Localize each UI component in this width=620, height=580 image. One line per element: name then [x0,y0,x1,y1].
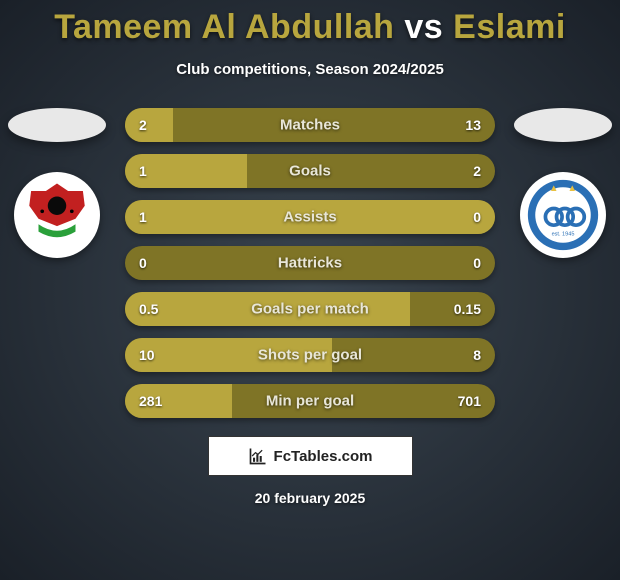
right-ellipse [514,108,612,142]
stat-bar: 10 Shots per goal 8 [125,338,495,372]
stat-label: Goals [289,163,331,180]
stat-bar: 2 Matches 13 [125,108,495,142]
stat-value-right: 0 [473,255,481,271]
right-side: est. 1945 [513,108,613,258]
stat-value-left: 0 [139,255,147,271]
player1-name: Tameem Al Abdullah [54,8,394,46]
stat-label: Matches [280,117,340,134]
stat-label: Assists [283,209,336,226]
stat-value-left: 0.5 [139,301,158,317]
footer-site-box[interactable]: FcTables.com [208,436,413,476]
left-side [7,108,107,258]
stat-bar: 1 Assists 0 [125,200,495,234]
left-ellipse [8,108,106,142]
svg-text:est. 1945: est. 1945 [552,231,575,237]
stat-bars: 2 Matches 13 1 Goals 2 1 Assists 0 0 Hattricks 0 0.5… [125,108,495,418]
stat-value-right: 13 [465,117,481,133]
stat-bar: 281 Min per goal 701 [125,384,495,418]
content-area: 2 Matches 13 1 Goals 2 1 Assists 0 0 Hattricks 0 0.5… [0,108,620,418]
footer-site-label: FcTables.com [274,448,373,465]
stat-value-left: 2 [139,117,147,133]
stat-value-right: 8 [473,347,481,363]
right-crest-svg: est. 1945 [526,178,600,252]
stat-label: Min per goal [266,393,354,410]
subtitle: Club competitions, Season 2024/2025 [0,61,620,78]
date-label: 20 february 2025 [0,490,620,506]
bar-fill-left [125,108,173,142]
left-crest-svg [20,178,94,252]
stat-value-left: 281 [139,393,162,409]
stat-value-right: 2 [473,163,481,179]
right-crest: est. 1945 [520,172,606,258]
stat-label: Hattricks [278,255,342,272]
chart-icon [248,446,268,466]
left-crest [14,172,100,258]
player2-name: Eslami [453,8,566,46]
stat-bar: 0 Hattricks 0 [125,246,495,280]
stat-bar: 1 Goals 2 [125,154,495,188]
stat-value-right: 0 [473,209,481,225]
page-title: Tameem Al Abdullah vs Eslami [0,0,620,47]
vs-text: vs [404,8,443,46]
stat-label: Shots per goal [258,347,362,364]
stat-label: Goals per match [251,301,369,318]
stat-bar: 0.5 Goals per match 0.15 [125,292,495,326]
stat-value-right: 701 [458,393,481,409]
stat-value-left: 10 [139,347,155,363]
stat-value-left: 1 [139,163,147,179]
stat-value-left: 1 [139,209,147,225]
stat-value-right: 0.15 [454,301,481,317]
